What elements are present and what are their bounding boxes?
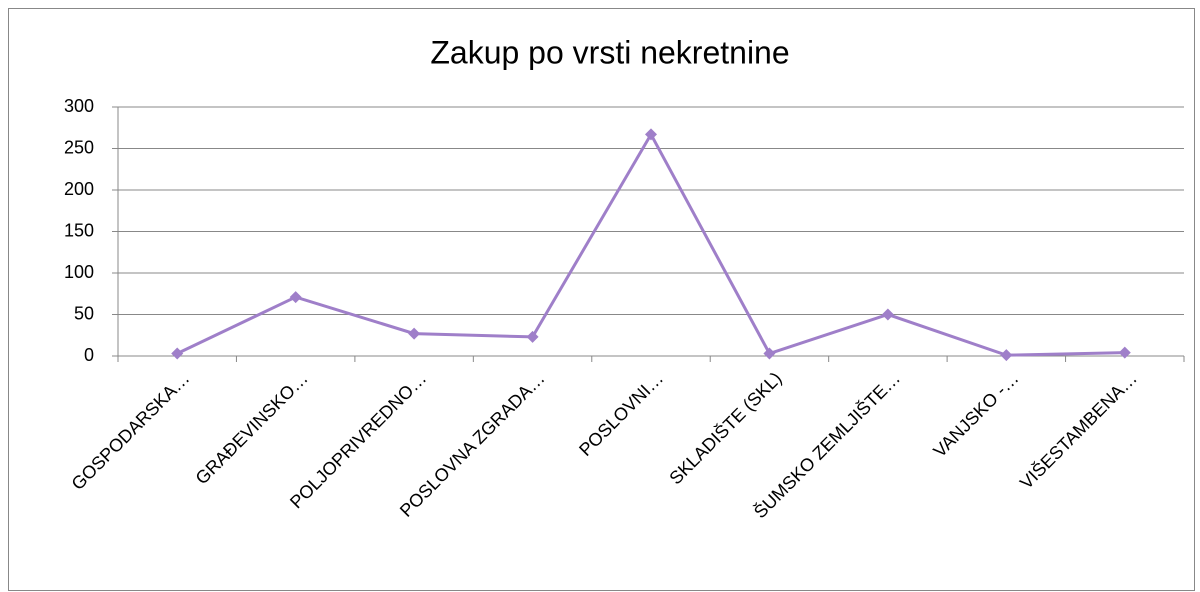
data-point: [763, 347, 776, 360]
y-tick-label: 250: [64, 137, 94, 157]
data-point: [1000, 349, 1013, 362]
data-point: [526, 330, 539, 343]
data-point: [408, 327, 421, 340]
y-tick-label: 0: [84, 345, 94, 365]
data-point: [1118, 346, 1131, 359]
chart-border: [8, 8, 1195, 591]
chart-title: Zakup po vrsti nekretnine: [430, 34, 789, 70]
y-tick-label: 300: [64, 96, 94, 116]
data-point: [645, 128, 657, 141]
data-point: [171, 347, 184, 360]
y-tick-label: 50: [74, 303, 94, 323]
data-point: [881, 308, 894, 321]
y-tick-label: 200: [64, 179, 94, 199]
y-tick-label: 150: [64, 220, 94, 240]
y-tick-label: 100: [64, 262, 94, 282]
data-point: [289, 291, 302, 304]
